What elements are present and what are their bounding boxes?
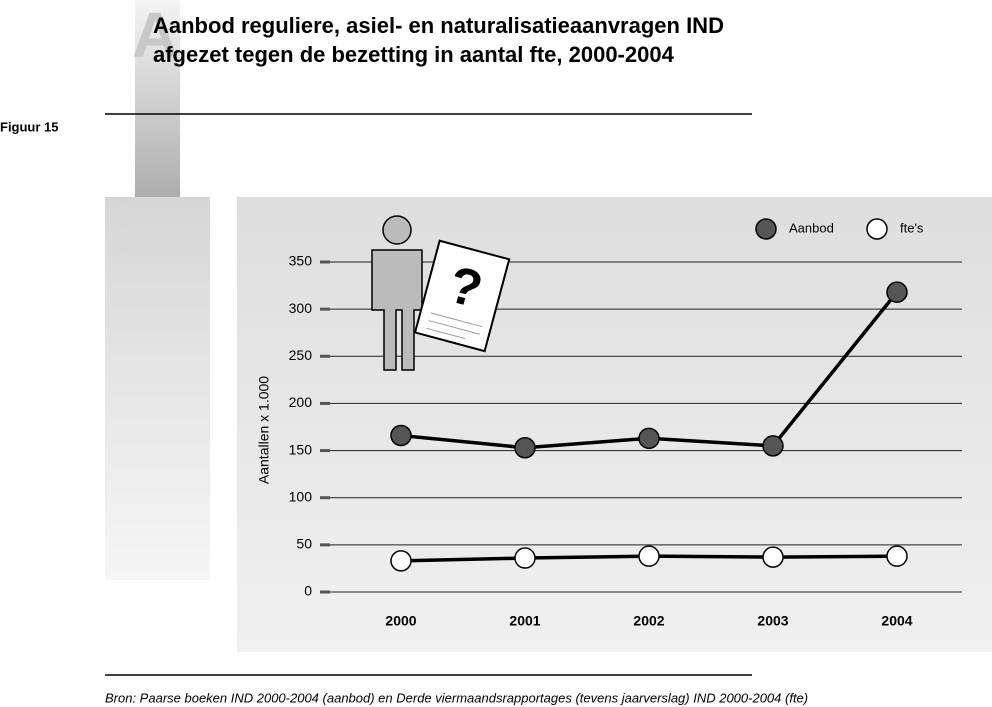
marker [638, 545, 660, 567]
y-tick-label: 0 [304, 583, 312, 599]
y-axis-label: Aantallen x 1.000 [256, 376, 272, 484]
y-tick-label: 200 [289, 394, 313, 410]
marker [886, 545, 908, 567]
x-tick-label: 2000 [385, 613, 416, 629]
icon: ? [371, 215, 511, 371]
title-line: afgezet tegen de bezetting in aantal fte… [153, 42, 675, 67]
marker [762, 546, 784, 568]
title-line: Aanbod reguliere, asiel- en naturalisati… [153, 13, 724, 38]
marker [390, 550, 412, 572]
y-tick-label: 50 [296, 536, 312, 552]
marker [514, 547, 536, 569]
y-tick-label: 100 [289, 488, 313, 504]
marker [638, 427, 660, 450]
y-tick-label: 350 [289, 253, 313, 269]
marker [514, 436, 536, 459]
y-tick-label: 250 [289, 347, 313, 363]
x-tick-label: 2004 [881, 613, 912, 629]
marker [390, 424, 412, 447]
x-tick-label: 2003 [757, 613, 788, 629]
decor-letter: A [132, 0, 178, 71]
x-tick-label: 2002 [633, 613, 664, 629]
marker [886, 281, 908, 303]
figure-label: Figuur 15 [0, 119, 59, 134]
y-tick-label: 300 [289, 300, 313, 316]
marker [762, 435, 784, 457]
legend-marker [866, 218, 888, 240]
legend-label: Aanbod [789, 220, 834, 235]
y-tick-label: 150 [289, 441, 313, 457]
legend-marker [755, 218, 777, 240]
chart-panel [237, 197, 992, 652]
legend-label: fte's [900, 220, 924, 235]
side-panel [105, 197, 210, 580]
x-tick-label: 2001 [509, 613, 540, 629]
source: Bron: Paarse boeken IND 2000-2004 (aanbo… [105, 690, 808, 705]
